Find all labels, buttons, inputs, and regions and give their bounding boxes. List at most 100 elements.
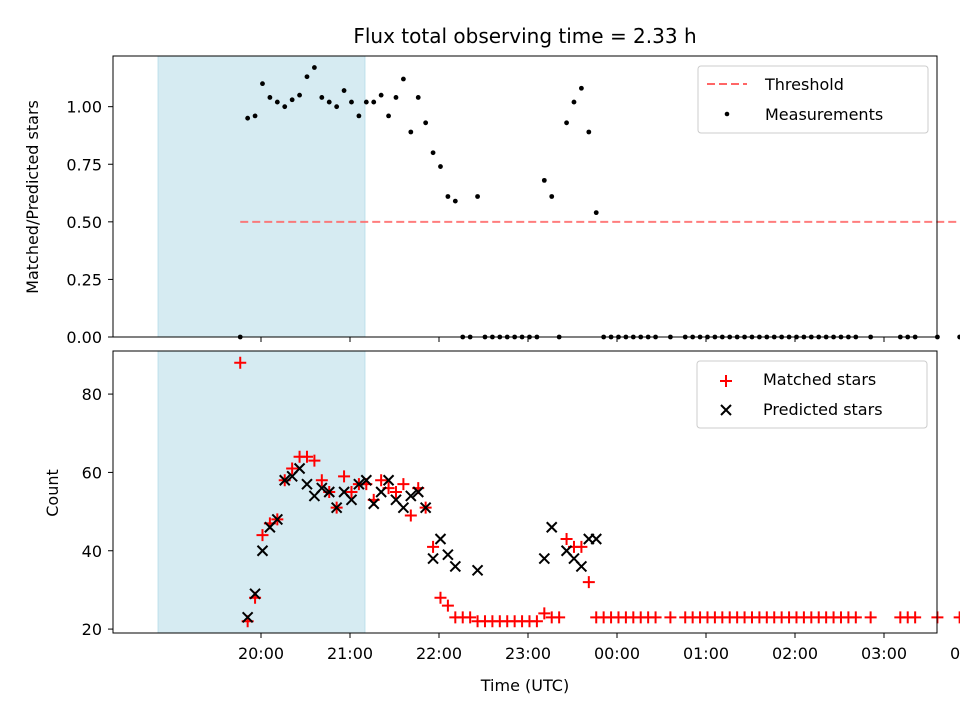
matched-star-point xyxy=(553,611,566,624)
x-axis-label: Time (UTC) xyxy=(480,676,569,695)
predicted-star-point xyxy=(279,474,291,486)
matched-star-point xyxy=(389,486,402,498)
bottom-legend-box xyxy=(696,360,928,429)
matched-star-point xyxy=(530,615,543,628)
measurement-point xyxy=(334,104,340,110)
measurement-point xyxy=(401,76,406,82)
predicted-star-point xyxy=(442,548,454,561)
matched-star-point xyxy=(308,454,321,467)
matched-star-point xyxy=(560,533,573,545)
x-tick-label: 03:00 xyxy=(861,644,907,663)
top-legend: Threshold Measurements xyxy=(697,65,929,134)
predicted-star-point xyxy=(345,494,358,506)
bottom-plot-marks xyxy=(234,356,960,628)
measurement-point xyxy=(475,194,480,199)
legend-measurements-swatch xyxy=(724,111,730,117)
matched-star-point xyxy=(234,356,247,369)
x-tick-label: 23:00 xyxy=(505,644,551,663)
measurement-point xyxy=(438,164,443,169)
matched-star-point xyxy=(397,478,410,491)
predicted-star-point xyxy=(427,552,439,565)
measurement-point xyxy=(252,113,258,119)
measurement-point xyxy=(289,97,295,103)
matched-star-point xyxy=(909,611,922,624)
measurement-point xyxy=(415,95,421,100)
y-tick-label: 0.25 xyxy=(66,270,102,289)
measurement-point xyxy=(312,65,317,70)
predicted-star-point xyxy=(434,533,447,545)
measurement-point xyxy=(319,95,325,100)
predicted-star-point xyxy=(360,474,373,486)
y-tick-label: 60 xyxy=(82,463,102,482)
predicted-star-point xyxy=(271,513,284,526)
predicted-star-point xyxy=(368,498,380,510)
top-panel: 0.00 0.25 0.50 0.75 1.00 Flux total observin… xyxy=(23,24,960,347)
measurement-point xyxy=(564,120,569,126)
legend-matched-label: Matched stars xyxy=(763,370,876,389)
measurement-point xyxy=(341,88,347,93)
predicted-star-point xyxy=(397,501,410,514)
measurement-point xyxy=(371,99,377,105)
top-y-axis: 0.00 0.25 0.50 0.75 1.00 xyxy=(66,98,113,347)
measurement-point xyxy=(423,120,429,126)
measurement-point xyxy=(393,95,399,100)
x-tick-label: 22:00 xyxy=(416,644,462,663)
predicted-star-point xyxy=(301,478,313,490)
matched-star-point xyxy=(441,599,454,612)
matched-star-point xyxy=(582,576,595,589)
matched-star-point xyxy=(849,611,862,624)
x-tick-label: 20:00 xyxy=(238,644,284,663)
bottom-x-axis: 20:00 21:00 22:00 23:00 00:00 01:00 02:00 03:00… xyxy=(238,633,960,663)
top-chart-title: Flux total observing time = 2.33 h xyxy=(353,24,696,48)
measurement-point xyxy=(586,129,592,135)
matched-star-point xyxy=(864,611,877,624)
matched-star-point xyxy=(256,529,269,542)
matched-star-point xyxy=(664,611,677,624)
matched-star-point xyxy=(345,486,358,498)
top-y-axis-label: Matched/Predicted stars xyxy=(23,100,42,294)
y-tick-label: 20 xyxy=(82,620,102,639)
measurement-point xyxy=(579,85,584,91)
measurement-point xyxy=(445,194,451,199)
measurement-point xyxy=(282,104,288,110)
predicted-star-point xyxy=(590,533,602,545)
matched-star-point xyxy=(286,462,299,475)
measurement-point xyxy=(452,198,458,204)
bottom-legend: Matched stars Predicted stars xyxy=(696,360,928,429)
bottom-axes-frame xyxy=(112,350,938,634)
measurement-point xyxy=(356,113,362,119)
matched-star-point xyxy=(464,611,477,624)
top-legend-box xyxy=(697,65,929,134)
y-tick-label: 40 xyxy=(82,542,102,561)
measurement-point xyxy=(260,81,265,87)
y-tick-label: 1.00 xyxy=(66,98,102,117)
predicted-star-point xyxy=(449,560,462,573)
predicted-star-point xyxy=(256,545,269,557)
matched-star-point xyxy=(315,474,328,487)
measurement-point xyxy=(245,115,251,121)
matched-star-point xyxy=(300,450,313,463)
measurement-point xyxy=(386,113,391,119)
legend-predicted-swatch xyxy=(720,404,732,416)
bottom-panel: 20 40 60 80 20:00 21:00 22:00 23:00 00:00 01:00 0… xyxy=(43,350,960,695)
matched-star-point xyxy=(649,611,662,624)
predicted-star-point xyxy=(382,474,395,486)
matched-star-point xyxy=(375,474,388,487)
legend-measurements-label: Measurements xyxy=(765,105,883,124)
measurement-point xyxy=(304,74,310,80)
matched-star-point xyxy=(538,607,551,620)
y-tick-label: 80 xyxy=(82,385,102,404)
measurement-point xyxy=(267,95,273,100)
x-tick-label: 04:00 xyxy=(950,644,960,663)
predicted-star-point xyxy=(538,552,551,565)
predicted-star-point xyxy=(575,560,588,573)
predicted-star-point xyxy=(249,588,261,600)
predicted-star-point xyxy=(316,482,328,494)
predicted-star-point xyxy=(353,478,365,490)
x-tick-label: 21:00 xyxy=(327,644,373,663)
measurement-point xyxy=(957,334,960,340)
measurement-point xyxy=(297,92,302,98)
legend-threshold-label: Threshold xyxy=(764,75,844,94)
measurement-point xyxy=(363,99,369,105)
